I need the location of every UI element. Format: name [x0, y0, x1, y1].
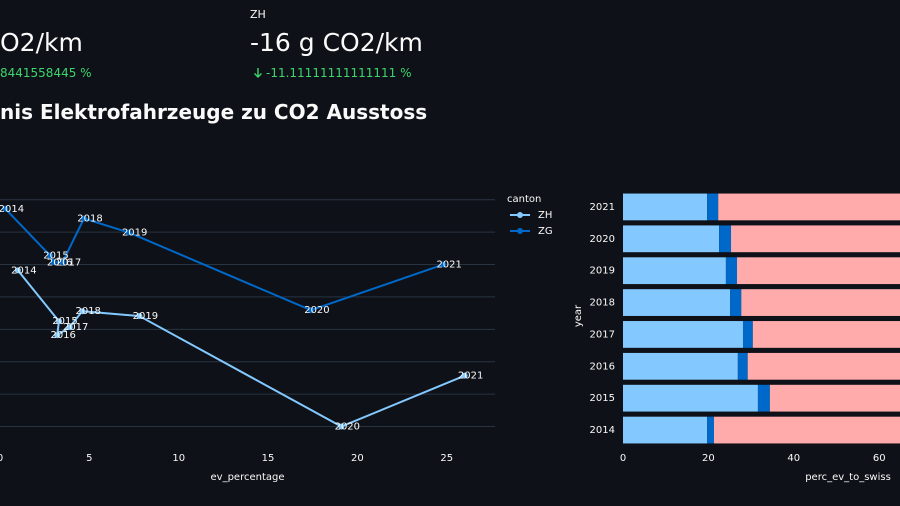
- bar-segment: [769, 384, 900, 412]
- legend-label: ZH: [538, 210, 552, 221]
- point-label: 2017: [63, 322, 88, 333]
- point-label: 2017: [56, 257, 81, 268]
- point-label: 2021: [458, 371, 483, 382]
- bar-segment: [730, 289, 742, 316]
- point-label: 2014: [0, 204, 24, 215]
- y-tick-label: 2017: [590, 329, 615, 340]
- point: [47, 252, 54, 259]
- point: [307, 307, 314, 314]
- point-label: 2018: [77, 214, 102, 225]
- heading: nis Elektrofahrzeuge zu CO2 Ausstoss: [0, 100, 428, 124]
- point-label: 2021: [436, 260, 461, 271]
- bar-segment: [731, 225, 900, 253]
- bar-segment: [719, 225, 732, 253]
- point: [59, 259, 66, 266]
- metric-delta: -11.11111111111111 %: [266, 66, 412, 80]
- bar-segment: [741, 289, 900, 316]
- legend-title: canton: [507, 194, 541, 205]
- x-tick-label: 40: [787, 453, 800, 464]
- point-label: 2016: [50, 330, 75, 341]
- point: [14, 267, 21, 274]
- bar-segment: [623, 193, 708, 221]
- x-tick-label: 5: [86, 453, 92, 464]
- metric-delta: 8441558445 %: [0, 66, 92, 80]
- bar-segment: [623, 289, 731, 316]
- point: [79, 308, 86, 315]
- y-tick-label: 2021: [590, 202, 615, 213]
- x-tick-label: 20: [702, 453, 715, 464]
- y-axis-label: year: [573, 304, 584, 327]
- y-tick-label: 2015: [590, 393, 615, 404]
- point: [338, 423, 345, 430]
- x-tick-label: 20: [351, 453, 364, 464]
- bar-segment: [623, 352, 738, 380]
- line: [17, 269, 466, 428]
- point: [50, 259, 57, 266]
- point-label: 2015: [52, 316, 77, 327]
- point-label: 2020: [304, 305, 329, 316]
- bar-segment: [623, 416, 708, 444]
- legend-marker: [517, 228, 523, 234]
- point: [2, 205, 9, 212]
- point: [461, 372, 468, 379]
- bar-segment: [737, 257, 900, 285]
- bar-segment: [623, 321, 743, 348]
- point-label: 2018: [75, 306, 100, 317]
- point: [55, 318, 62, 325]
- metric-value: -16 g CO2/km: [250, 28, 423, 57]
- metric-label: ZH: [250, 8, 266, 21]
- bar-segment: [718, 193, 900, 221]
- bar-segment: [737, 352, 748, 380]
- y-tick-label: 2020: [590, 234, 615, 245]
- point-label: 2019: [122, 227, 147, 238]
- bar-segment: [623, 257, 726, 285]
- legend-label: ZG: [538, 226, 553, 237]
- x-tick-label: 60: [873, 453, 886, 464]
- x-axis-label: ev_percentage: [211, 472, 285, 483]
- point: [66, 324, 73, 331]
- point-label: 2019: [133, 311, 158, 322]
- x-axis-label: perc_ev_to_swiss: [805, 472, 891, 483]
- y-tick-label: 2019: [590, 266, 615, 277]
- point-label: 2014: [11, 265, 36, 276]
- bar-segment: [742, 321, 753, 348]
- y-tick-label: 2014: [590, 425, 615, 436]
- bar-segment: [757, 384, 770, 412]
- point-label: 2020: [335, 422, 360, 433]
- bar-segment: [752, 321, 900, 348]
- point: [80, 215, 87, 222]
- x-tick-label: 10: [172, 453, 185, 464]
- y-tick-label: 2016: [590, 361, 615, 372]
- legend-marker: [517, 212, 523, 218]
- bar-segment: [725, 257, 738, 285]
- bar-segment: [713, 416, 900, 444]
- x-tick-label: 25: [440, 453, 453, 464]
- point: [125, 229, 132, 236]
- x-tick-label: 0: [0, 453, 3, 464]
- x-tick-label: 0: [620, 453, 626, 464]
- bar-segment: [747, 352, 900, 380]
- point-label: 2015: [43, 250, 68, 261]
- metric-value: O2/km: [0, 28, 83, 57]
- bar-segment: [707, 193, 719, 221]
- point: [136, 313, 143, 320]
- y-tick-label: 2018: [590, 298, 615, 309]
- x-tick-label: 15: [262, 453, 275, 464]
- point: [440, 261, 447, 268]
- bar-segment: [707, 416, 714, 444]
- point: [54, 332, 61, 339]
- bar-segment: [623, 225, 720, 253]
- bar-segment: [623, 384, 758, 412]
- delta-arrow: [254, 68, 262, 78]
